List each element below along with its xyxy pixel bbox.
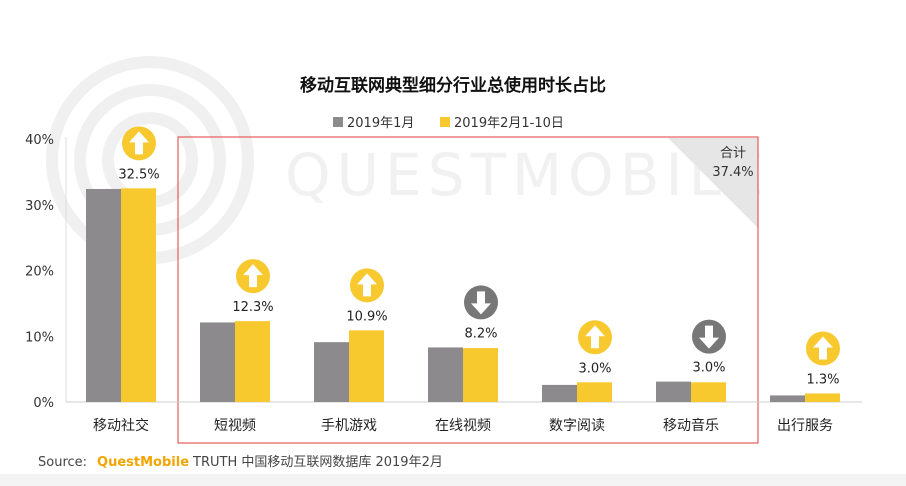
arrow-up-icon (806, 331, 840, 366)
arrow-up-icon (236, 259, 270, 294)
value-label: 3.0% (578, 361, 611, 376)
value-label: 8.2% (464, 326, 497, 341)
bar-series-2 (235, 321, 270, 402)
category-label: 手机游戏 (321, 418, 377, 434)
category-label: 移动社交 (93, 417, 149, 434)
legend-swatch-series-2 (440, 117, 450, 127)
bar-series-2 (463, 348, 498, 402)
source-text: TRUTH 中国移动互联网数据库 2019年2月 (193, 455, 443, 470)
category-label: 数字阅读 (549, 417, 605, 434)
category-labels: 移动社交 短视频 手机游戏 在线视频 数字阅读 移动音乐 出行服务 (93, 417, 833, 434)
bar-series-1 (86, 188, 121, 402)
y-axis: 0% 10% 20% 30% 40% (25, 133, 862, 411)
bar-series-1 (428, 347, 463, 402)
bar-series-1 (542, 384, 577, 402)
y-tick-label: 20% (25, 265, 54, 280)
value-label: 3.0% (692, 361, 725, 376)
bar-series-2 (805, 393, 840, 402)
category-label: 在线视频 (435, 418, 491, 434)
bar-series-1 (200, 322, 235, 402)
corner-fold (668, 138, 758, 228)
legend-swatch-series-1 (333, 117, 343, 127)
callout-label: 合计 (720, 146, 746, 161)
highlight-box: 合计 37.4% (177, 136, 759, 444)
y-tick-label: 0% (33, 396, 54, 411)
bar-series-2 (349, 330, 384, 402)
y-tick-label: 40% (25, 133, 54, 148)
callout-value: 37.4% (712, 165, 753, 180)
chart-title: 移动互联网典型细分行业总使用时长占比 (300, 75, 606, 96)
legend-label-series-2: 2019年2月1-10日 (454, 116, 564, 131)
arrow-up-icon (350, 268, 384, 303)
legend-label-series-1: 2019年1月 (347, 116, 414, 131)
highlight-frame (177, 136, 759, 444)
bars (86, 188, 840, 402)
value-label: 1.3% (806, 372, 839, 387)
bar-series-2 (121, 188, 156, 402)
category-label: 出行服务 (777, 418, 833, 434)
value-label: 12.3% (232, 300, 273, 315)
bottom-band (0, 474, 906, 486)
source-brand: QuestMobile (97, 455, 190, 470)
arrow-up-icon (122, 126, 156, 161)
legend: 2019年1月 2019年2月1-10日 (333, 116, 564, 131)
category-label: 短视频 (214, 418, 256, 434)
bar-series-1 (656, 381, 691, 402)
value-label: 10.9% (346, 309, 387, 324)
bar-series-1 (314, 342, 349, 402)
y-tick-label: 10% (25, 330, 54, 345)
source-line: Source: QuestMobile TRUTH 中国移动互联网数据库 2019年… (38, 451, 443, 470)
arrow-down-icon (464, 285, 498, 320)
bar-series-2 (577, 382, 612, 402)
trend-arrows (122, 126, 840, 366)
value-label: 32.5% (118, 167, 159, 182)
source-label: Source: (38, 455, 88, 470)
category-label: 移动音乐 (663, 417, 719, 434)
arrow-down-icon (692, 319, 726, 354)
value-labels: 32.5% 12.3% 10.9% 8.2% 3.0% 3.0% 1.3% (118, 167, 839, 387)
arrow-up-icon (578, 320, 612, 355)
bar-series-2 (691, 382, 726, 402)
y-tick-label: 30% (25, 199, 54, 214)
bar-series-1 (770, 395, 805, 402)
